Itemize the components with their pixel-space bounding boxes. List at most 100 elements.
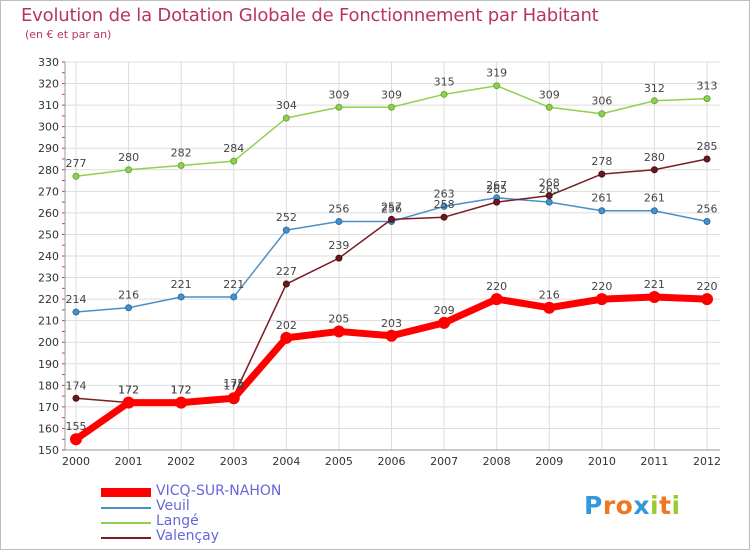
data-point (385, 329, 398, 342)
data-label: 257 (381, 200, 402, 213)
data-point (227, 392, 240, 405)
x-tick-label: 2002 (167, 455, 195, 468)
data-label: 285 (697, 140, 718, 153)
x-tick-label: 2004 (272, 455, 300, 468)
data-label: 309 (328, 88, 349, 101)
y-tick-label: 240 (38, 250, 59, 263)
data-point (545, 103, 553, 111)
x-tick-label: 2005 (325, 455, 353, 468)
y-tick-label: 330 (38, 56, 59, 69)
data-point (598, 207, 606, 215)
data-label: 256 (328, 203, 349, 216)
data-point (177, 293, 185, 301)
data-label: 174 (66, 379, 87, 392)
data-label: 267 (486, 179, 507, 192)
y-tick-label: 230 (38, 272, 59, 285)
data-point (72, 308, 80, 316)
data-point (543, 301, 556, 314)
data-point (648, 290, 661, 303)
data-label: 312 (644, 82, 665, 95)
logo-letter: i (671, 491, 681, 520)
data-point (703, 95, 711, 103)
data-point (440, 90, 448, 98)
legend-swatch-veuil (101, 507, 151, 509)
data-point (545, 198, 553, 206)
data-point (598, 170, 606, 178)
data-label: 309 (381, 88, 402, 101)
data-label: 306 (591, 95, 612, 108)
data-label: 265 (539, 183, 560, 196)
y-tick-label: 310 (38, 99, 59, 112)
data-point (335, 254, 343, 262)
data-label: 172 (118, 384, 139, 397)
y-tick-label: 200 (38, 336, 59, 349)
data-label: 278 (591, 155, 612, 168)
data-point (388, 215, 395, 223)
data-point (650, 207, 658, 215)
data-label: 174 (223, 379, 244, 392)
data-point (598, 110, 606, 118)
data-label: 277 (66, 157, 87, 170)
data-point (493, 198, 501, 206)
data-point (72, 172, 80, 180)
data-label: 239 (328, 239, 349, 252)
data-point (703, 155, 711, 163)
legend-label-vicq: VICQ-SUR-NAHON (156, 483, 282, 499)
data-point (230, 293, 238, 301)
data-point (332, 325, 345, 338)
data-label: 216 (118, 289, 139, 302)
y-tick-label: 220 (38, 293, 59, 306)
data-point (125, 166, 133, 174)
data-label: 315 (434, 75, 455, 88)
y-tick-label: 150 (38, 444, 59, 457)
data-point (703, 218, 711, 226)
legend-swatch-valencay (101, 537, 151, 539)
data-point (125, 304, 133, 312)
data-point (440, 202, 448, 210)
y-tick-label: 250 (38, 228, 59, 241)
data-label: 216 (539, 289, 560, 302)
data-label: 258 (434, 198, 455, 211)
data-label: 227 (276, 265, 297, 278)
data-point (230, 157, 238, 165)
series-0 (70, 290, 713, 446)
y-tick-label: 210 (38, 315, 59, 328)
data-label: 172 (118, 384, 139, 397)
data-label: 280 (644, 151, 665, 164)
logo-letter: P (584, 491, 603, 520)
data-point (282, 226, 290, 234)
data-label: 203 (381, 317, 402, 330)
logo-letter: i (650, 491, 660, 520)
data-label: 268 (539, 177, 560, 190)
data-point (388, 103, 395, 111)
data-label: 252 (276, 211, 297, 224)
data-point (335, 103, 343, 111)
data-label: 304 (276, 99, 297, 112)
data-label: 221 (644, 278, 665, 291)
data-label: 221 (223, 278, 244, 291)
x-tick-label: 2009 (535, 455, 563, 468)
data-point (493, 82, 501, 90)
data-label: 319 (486, 67, 507, 80)
legend-swatch-lange (101, 522, 151, 524)
legend-label-lange: Langé (156, 513, 199, 529)
data-label: 221 (171, 278, 192, 291)
y-tick-label: 160 (38, 422, 59, 435)
data-label: 205 (328, 312, 349, 325)
data-point (282, 114, 290, 122)
y-tick-label: 260 (38, 207, 59, 220)
y-tick-label: 290 (38, 142, 59, 155)
x-tick-label: 2010 (588, 455, 616, 468)
data-label: 209 (434, 304, 455, 317)
y-tick-label: 320 (38, 78, 59, 91)
data-label: 313 (697, 80, 718, 93)
data-point (701, 293, 713, 306)
data-point (72, 394, 80, 402)
data-label: 220 (591, 280, 612, 293)
data-label: 256 (381, 203, 402, 216)
data-label: 261 (591, 192, 612, 205)
legend-label-valencay: Valençay (156, 528, 220, 544)
data-point (545, 192, 553, 200)
data-label: 214 (66, 293, 87, 306)
